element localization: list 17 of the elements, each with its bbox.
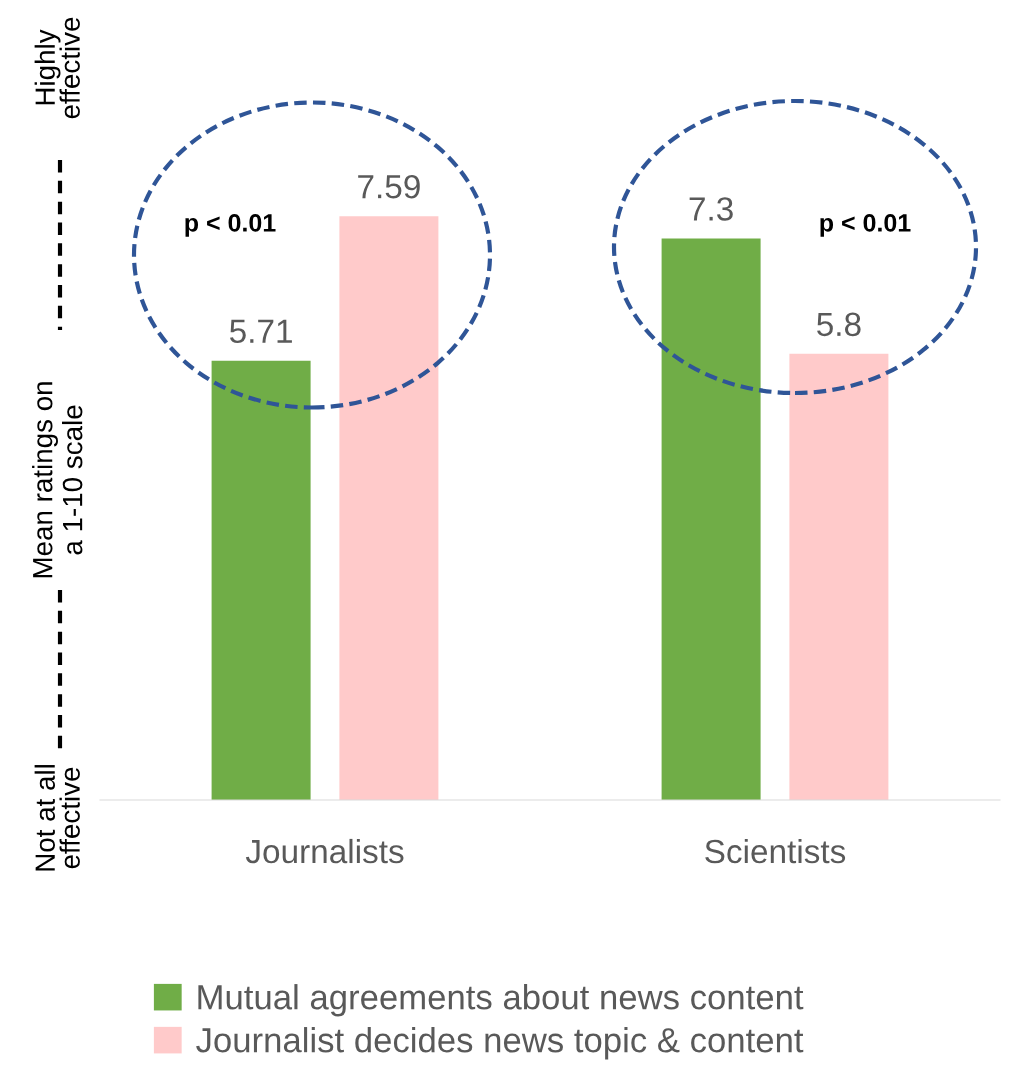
bar xyxy=(211,360,311,800)
data-label: 7.59 xyxy=(358,174,420,199)
bar xyxy=(789,353,889,800)
x-tick-label: Journalists xyxy=(245,838,404,864)
annotation: p < 0.01 xyxy=(185,214,276,237)
legend-label: Journalist decides news topic & content xyxy=(196,1027,804,1060)
annotation: p < 0.01 xyxy=(820,214,911,237)
data-label: 5.8 xyxy=(817,312,861,337)
bar xyxy=(661,238,761,800)
x-tick-label: Scientists xyxy=(705,838,846,864)
data-label: 5.71 xyxy=(230,319,292,344)
legend-label: Mutual agreements about news content xyxy=(198,984,804,1017)
data-label: 7.3 xyxy=(689,197,733,221)
bar xyxy=(339,216,439,800)
text: Not at all effective xyxy=(34,765,80,871)
y-axis-title: Mean ratings on a 1-10 scale xyxy=(32,382,83,578)
text: Highly effective xyxy=(34,17,80,119)
